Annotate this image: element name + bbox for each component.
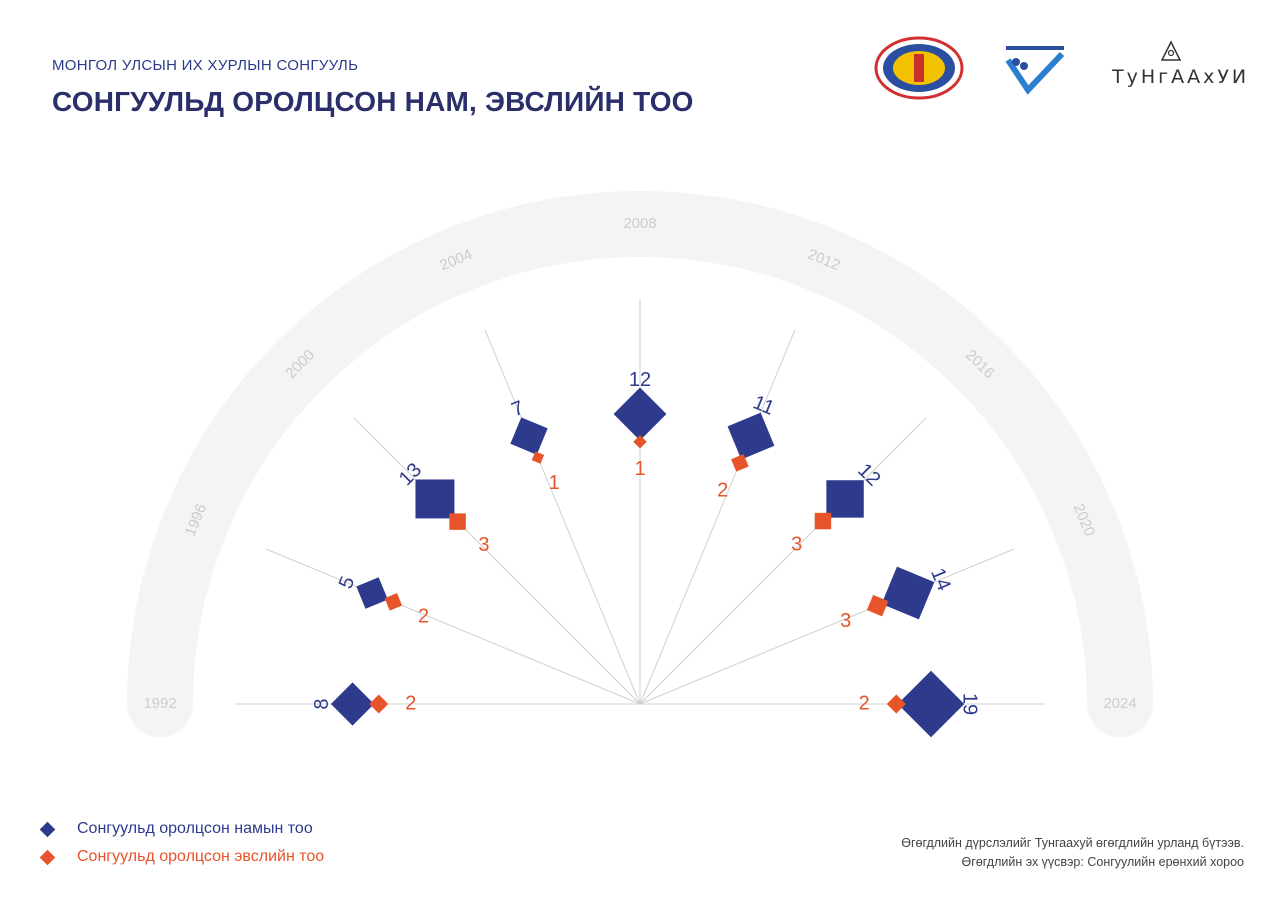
page-title: СОНГУУЛЬД ОРОЛЦСОН НАМ, ЭВСЛИЙН ТОО	[52, 86, 694, 117]
party-diamond-2000	[415, 479, 455, 519]
coalition-diamond-2000	[449, 513, 466, 530]
coalition-diamond-2020	[866, 594, 889, 617]
background-arc	[127, 191, 1153, 737]
tungaakhui-logo: ТуНгААхУИ	[1106, 36, 1246, 100]
coalition-diamond-2008	[633, 435, 647, 449]
radial-line-1996	[265, 548, 641, 705]
coalition-value-2000: 3	[478, 534, 489, 556]
triangle-eye-icon	[1160, 40, 1182, 61]
coalition-diamond-1992	[369, 694, 389, 714]
coalition-value-2020: 3	[840, 610, 851, 632]
party-diamond-2008	[613, 387, 667, 441]
coalition-value-2012: 2	[717, 479, 728, 501]
legend-coalition-label: Сонгуульд оролцсон эвслийн тоо	[77, 848, 325, 865]
party-value-2004: 7	[508, 397, 527, 422]
legend-item-party: Сонгуульд оролцсон намын тоо	[39, 815, 324, 843]
election-commission-logo	[874, 36, 964, 100]
footnote: Өгөгдлийн дүрслэлийг Тунгаахуй өгөгдлийн…	[901, 834, 1244, 872]
radial-line-2012	[639, 329, 796, 705]
party-value-2024: 19	[959, 693, 981, 715]
party-diamond-2012	[727, 412, 775, 460]
party-diamond-2016	[826, 480, 864, 518]
party-diamond-2024	[897, 670, 965, 738]
coalition-value-1996: 2	[418, 605, 429, 627]
legend: Сонгуульд оролцсон намын тоо Сонгуульд о…	[39, 815, 325, 871]
party-value-1996: 5	[335, 573, 360, 592]
legend-item-coalition: Сонгуульд оролцсон эвслийн тоо	[39, 843, 325, 871]
radial-line-2000	[353, 417, 641, 705]
party-diamond-2020	[881, 566, 935, 620]
coalition-value-2016: 3	[791, 534, 802, 556]
coalition-diamond-2004	[531, 451, 545, 464]
party-value-1992: 8	[311, 698, 333, 709]
coalition-diamond-2012	[731, 454, 749, 472]
legend-coalition-diamond-icon	[39, 849, 56, 865]
legend-party-label: Сонгуульд оролцсон намын тоо	[77, 820, 313, 837]
coalition-value-2004: 1	[549, 472, 560, 494]
radial-line-2016	[639, 417, 927, 705]
coalition-diamond-2024	[886, 694, 906, 714]
footnote-credit: Өгөгдлийн дүрслэлийг Тунгаахуй өгөгдлийн…	[901, 836, 1244, 850]
year-label-2024: 2024	[1103, 695, 1136, 712]
coalition-value-2008: 1	[634, 458, 645, 480]
radial-line-2004	[484, 329, 641, 705]
logo-group: ТуНгААхУИ	[870, 34, 1250, 104]
year-label-2008: 2008	[623, 215, 656, 232]
party-diamond-1992	[330, 682, 375, 726]
party-diamond-2004	[510, 417, 548, 455]
gec-checkmark-logo	[1005, 46, 1065, 95]
coalition-value-1992: 2	[405, 692, 416, 714]
footnote-source: Өгөгдлийн эх үүсвэр: Сонгуулийн ерөнхий …	[961, 855, 1244, 869]
coalition-value-2024: 2	[859, 692, 870, 714]
page-subtitle: МОНГОЛ УЛСЫН ИХ ХУРЛЫН СОНГУУЛЬ	[52, 57, 359, 74]
party-value-2008: 12	[629, 369, 651, 391]
coalition-diamond-2016	[814, 512, 832, 530]
coalition-diamond-1996	[384, 593, 403, 611]
tungaakhui-wordmark: ТуНгААхУИ	[1112, 66, 1250, 88]
party-diamond-1996	[356, 577, 388, 609]
year-label-1992: 1992	[143, 695, 176, 712]
legend-party-diamond-icon	[39, 821, 56, 837]
radial-line-2020	[639, 548, 1015, 705]
